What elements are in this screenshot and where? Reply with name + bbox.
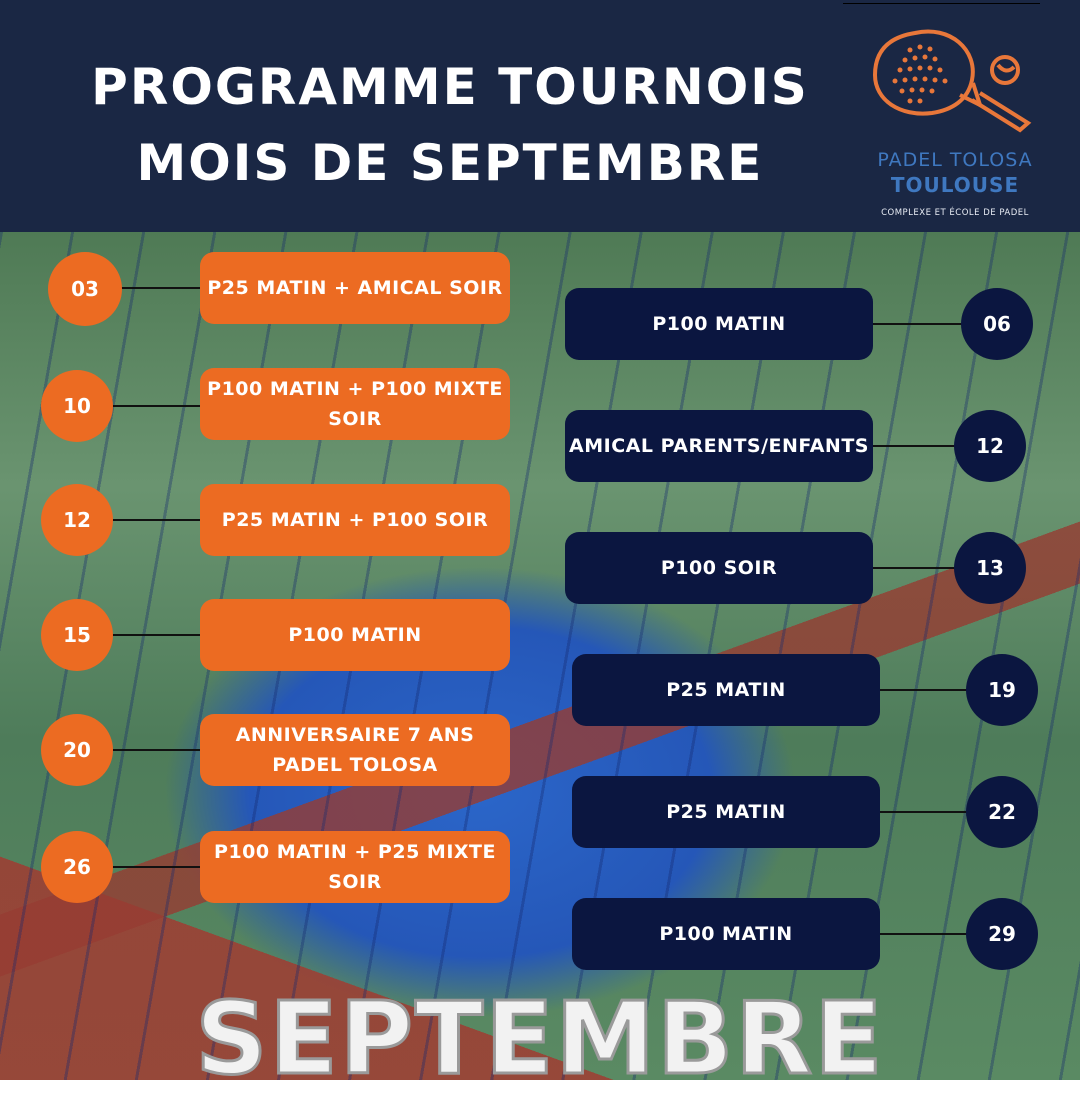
event-box: ANNIVERSAIRE 7 ANS PADEL TOLOSA [200, 714, 510, 786]
padel-racket-and-ball-icon [872, 29, 1032, 133]
event-box: P25 MATIN [572, 654, 880, 726]
event-box: P25 MATIN + AMICAL SOIR [200, 252, 510, 324]
day-circle: 15 [41, 599, 113, 671]
connector-line [870, 567, 958, 569]
day-circle: 29 [966, 898, 1038, 970]
day-circle: 20 [41, 714, 113, 786]
day-circle: 19 [966, 654, 1038, 726]
event-box: P100 MATIN + P100 MIXTE SOIR [200, 368, 510, 440]
connector-line [120, 287, 202, 289]
event-box: P100 MATIN [200, 599, 510, 671]
connector-line [876, 933, 971, 935]
event-box: P25 MATIN [572, 776, 880, 848]
event-box: AMICAL PARENTS/ENFANTS [565, 410, 873, 482]
day-circle: 22 [966, 776, 1038, 848]
day-circle: 03 [48, 252, 122, 326]
event-box: P100 MATIN + P25 MIXTE SOIR [200, 831, 510, 903]
padel-court-photo [0, 232, 1080, 1080]
connector-line [112, 634, 202, 636]
header: PROGRAMME TOURNOIS MOIS DE SEPTEMBRE PAD… [0, 0, 1080, 232]
day-circle: 12 [954, 410, 1026, 482]
connector-line [112, 405, 202, 407]
month-banner: SEPTEMBRE [194, 979, 885, 1097]
connector-line [870, 445, 958, 447]
day-circle: 10 [41, 370, 113, 442]
connector-line [112, 866, 202, 868]
event-box: P100 SOIR [565, 532, 873, 604]
brand-name-line-1: PADEL TOLOSA [877, 149, 1033, 171]
day-circle: 26 [41, 831, 113, 903]
connector-line [112, 519, 202, 521]
connector-line [870, 323, 965, 325]
connector-line [876, 811, 971, 813]
day-circle: 12 [41, 484, 113, 556]
divider [843, 3, 1040, 4]
connector-line [876, 689, 971, 691]
brand-name-line-2: TOULOUSE [890, 173, 1020, 197]
day-circle: 13 [954, 532, 1026, 604]
connector-line [112, 749, 202, 751]
title-line-2: MOIS DE SEPTEMBRE [136, 134, 764, 192]
day-circle: 06 [961, 288, 1033, 360]
event-box: P100 MATIN [565, 288, 873, 360]
logo: PADEL TOLOSA TOULOUSE COMPLEXE ET ÉCOLE … [860, 25, 1050, 225]
brand-tagline: COMPLEXE ET ÉCOLE DE PADEL [881, 208, 1029, 218]
title-line-1: PROGRAMME TOURNOIS [91, 58, 809, 116]
event-box: P100 MATIN [572, 898, 880, 970]
event-box: P25 MATIN + P100 SOIR [200, 484, 510, 556]
